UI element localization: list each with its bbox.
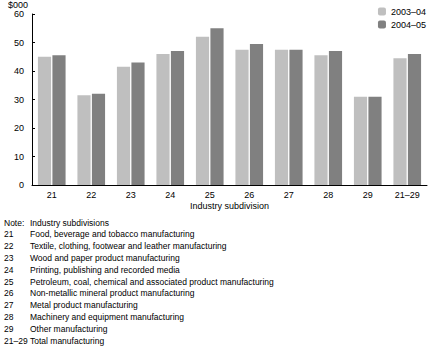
svg-text:22: 22: [4, 241, 14, 251]
svg-text:Note:: Note:: [4, 218, 24, 228]
svg-text:21–29: 21–29: [4, 336, 28, 346]
svg-text:60: 60: [14, 9, 24, 19]
svg-text:20: 20: [14, 123, 24, 133]
svg-text:Other manufacturing: Other manufacturing: [30, 324, 108, 334]
svg-text:Industry subdivisions: Industry subdivisions: [30, 218, 109, 228]
svg-text:24: 24: [4, 265, 14, 275]
svg-text:27: 27: [4, 300, 14, 310]
svg-text:28: 28: [323, 190, 333, 200]
svg-text:21: 21: [4, 229, 14, 239]
svg-text:28: 28: [4, 312, 14, 322]
svg-text:24: 24: [165, 190, 175, 200]
svg-text:Non-metallic mineral product m: Non-metallic mineral product manufacturi…: [30, 288, 195, 298]
svg-text:26: 26: [244, 190, 254, 200]
svg-text:22: 22: [86, 190, 96, 200]
svg-text:Textile, clothing, footwear an: Textile, clothing, footwear and leather …: [30, 241, 227, 251]
svg-text:25: 25: [4, 277, 14, 287]
svg-text:Machinery and equipment manufa: Machinery and equipment manufacturing: [30, 312, 184, 322]
svg-text:30: 30: [14, 95, 24, 105]
svg-text:Food, beverage and tobacco man: Food, beverage and tobacco manufacturing: [30, 229, 195, 239]
svg-text:21: 21: [47, 190, 57, 200]
svg-text:21–29: 21–29: [395, 190, 420, 200]
svg-text:26: 26: [4, 288, 14, 298]
svg-text:2004–05: 2004–05: [391, 20, 426, 30]
svg-text:2003–04: 2003–04: [391, 7, 426, 17]
svg-text:$000: $000: [8, 0, 28, 11]
svg-text:40: 40: [14, 66, 24, 76]
svg-text:25: 25: [205, 190, 215, 200]
svg-text:27: 27: [284, 190, 294, 200]
svg-text:23: 23: [126, 190, 136, 200]
svg-text:10: 10: [14, 152, 24, 162]
svg-text:Wood and paper product manufac: Wood and paper product manufacturing: [30, 253, 180, 263]
svg-text:29: 29: [4, 324, 14, 334]
svg-text:0: 0: [19, 180, 24, 190]
svg-text:Total manufacturing: Total manufacturing: [30, 336, 104, 346]
svg-text:Printing, publishing and recor: Printing, publishing and recorded media: [30, 265, 180, 275]
svg-text:23: 23: [4, 253, 14, 263]
svg-text:Metal product manufacturing: Metal product manufacturing: [30, 300, 138, 310]
svg-text:Industry subdivision: Industry subdivision: [190, 201, 269, 211]
svg-text:29: 29: [363, 190, 373, 200]
svg-text:Petroleum, coal, chemical and: Petroleum, coal, chemical and associated…: [30, 277, 274, 287]
svg-text:50: 50: [14, 38, 24, 48]
